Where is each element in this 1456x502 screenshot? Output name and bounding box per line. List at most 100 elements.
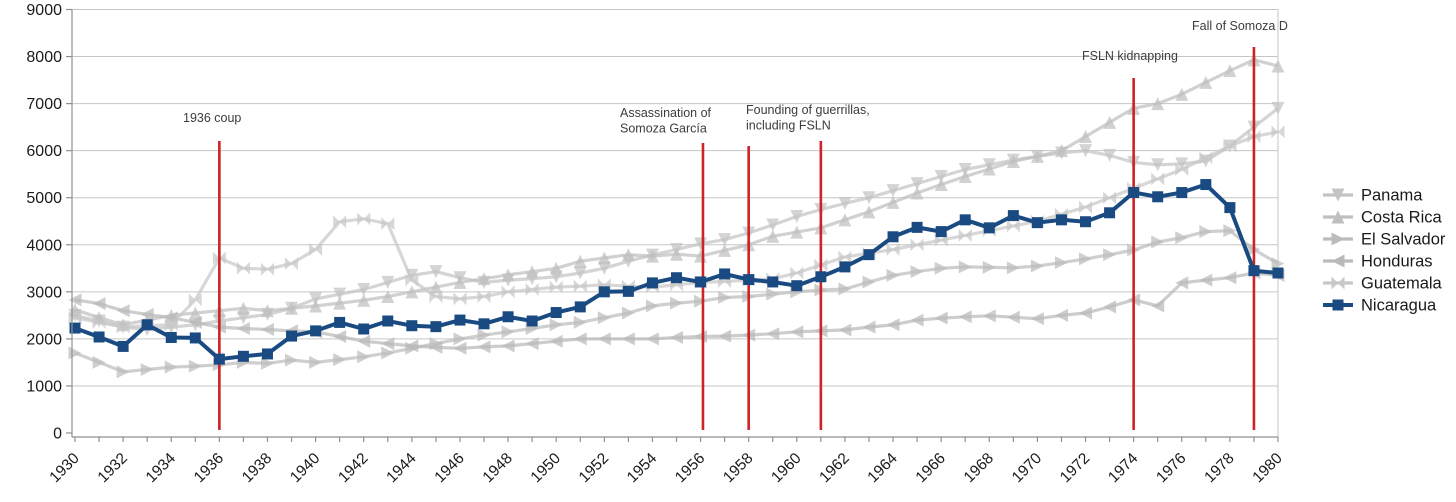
triangle-left-marker: [549, 334, 563, 348]
legend-item-costa-rica: Costa Rica: [1323, 209, 1443, 227]
square-marker: [1128, 187, 1140, 199]
triangle-down-marker: [934, 170, 948, 184]
x-axis-tick-label: 1946: [431, 450, 467, 486]
triangle-right-marker: [116, 365, 130, 379]
triangle-left-marker: [429, 340, 443, 354]
square-marker: [695, 276, 707, 288]
triangle-left-marker: [838, 323, 852, 337]
triangle-left-marker: [1103, 300, 1117, 314]
triangle-down-marker: [573, 266, 587, 280]
triangle-up-marker: [501, 268, 515, 282]
square-marker: [887, 231, 899, 243]
triangle-right-marker: [381, 346, 395, 360]
triangle-right-marker: [357, 350, 371, 364]
triangle-up-marker: [573, 254, 587, 268]
triangle-right-marker: [285, 353, 299, 367]
square-marker: [406, 320, 418, 332]
triangle-up-marker: [429, 280, 443, 294]
triangle-left-marker: [694, 330, 708, 344]
triangle-right-marker: [862, 275, 876, 289]
triangle-up-marker: [910, 186, 924, 200]
y-axis-tick-label: 4000: [26, 237, 62, 254]
bowtie-marker: [92, 315, 106, 329]
series-line-guatemala: [74, 130, 1279, 329]
triangle-down-marker: [1151, 158, 1165, 172]
triangle-left-marker: [477, 340, 491, 354]
x-axis-tick-label: 1958: [720, 450, 756, 486]
triangle-up-marker: [982, 162, 996, 176]
triangle-left-marker: [116, 304, 130, 318]
x-axis-tick-label: 1976: [1153, 450, 1189, 486]
triangle-up-marker: [766, 229, 780, 243]
bowtie-marker: [381, 217, 395, 231]
legend-label-nicaragua: Nicaragua: [1361, 297, 1437, 315]
triangle-up-marker: [645, 249, 659, 263]
triangle-right-marker: [1006, 261, 1020, 275]
y-axis-tick-label: 0: [53, 426, 62, 443]
x-axis-tick-label: 1966: [913, 450, 949, 486]
square-marker: [791, 280, 803, 292]
bowtie-marker: [1223, 139, 1237, 153]
triangle-right-marker: [1030, 259, 1044, 273]
triangle-left-marker: [92, 297, 106, 311]
bowtie-marker: [477, 290, 491, 304]
square-marker: [935, 226, 947, 238]
triangle-down-marker: [381, 275, 395, 289]
triangle-right-marker: [140, 362, 154, 376]
x-axis-tick-label: 1964: [864, 450, 901, 487]
y-axis-tick-label: 9000: [26, 2, 62, 19]
bowtie-marker: [116, 320, 130, 334]
y-axis-tick-label: 3000: [26, 284, 62, 301]
triangle-up-marker: [453, 275, 467, 289]
triangle-right-marker: [1199, 225, 1213, 239]
triangle-up-marker: [886, 195, 900, 209]
triangle-right-marker: [694, 294, 708, 308]
square-marker: [213, 353, 225, 365]
square-marker: [767, 276, 779, 288]
triangle-right-marker: [645, 299, 659, 313]
triangle-left-marker: [645, 332, 659, 346]
triangle-right-marker: [164, 360, 178, 374]
square-marker: [334, 316, 346, 328]
triangle-left-marker: [333, 330, 347, 344]
square-marker: [550, 307, 562, 319]
square-marker: [911, 221, 923, 233]
square-marker: [959, 214, 971, 226]
triangle-right-marker: [1151, 235, 1165, 249]
legend-label-panama: Panama: [1361, 187, 1423, 205]
legend-item-nicaragua: Nicaragua: [1323, 297, 1437, 315]
triangle-left-marker: [790, 325, 804, 339]
y-axis-tick-label: 8000: [26, 49, 62, 66]
triangle-down-marker: [838, 196, 852, 210]
x-axis-tick-label: 1938: [239, 450, 275, 486]
bowtie-marker: [790, 266, 804, 280]
x-axis-tick-label: 1960: [768, 450, 805, 487]
bowtie-marker: [1079, 200, 1093, 214]
triangle-left-marker: [188, 315, 202, 329]
square-marker: [815, 271, 827, 283]
triangle-down-marker: [309, 292, 323, 306]
triangle-up-marker: [838, 213, 852, 227]
square-marker: [863, 249, 875, 261]
triangle-left-marker: [886, 318, 900, 332]
bowtie-marker: [1331, 276, 1345, 290]
triangle-left-marker: [405, 339, 419, 353]
triangle-down-marker: [1079, 144, 1093, 158]
triangle-left-marker: [1079, 306, 1093, 320]
square-marker: [286, 330, 298, 342]
x-axis-tick-label: 1952: [576, 450, 612, 486]
triangle-up-marker: [381, 290, 395, 304]
triangle-right-marker: [910, 265, 924, 279]
triangle-up-marker: [597, 251, 611, 265]
triangle-right-marker: [718, 290, 732, 304]
triangle-right-marker: [1079, 252, 1093, 266]
annotation-label-founding-of-guerrillas: including FSLN: [746, 119, 831, 133]
square-marker: [1272, 267, 1284, 279]
square-marker: [983, 222, 995, 234]
triangle-up-marker: [477, 272, 491, 286]
x-axis-tick-label: 1944: [383, 450, 420, 487]
legend-item-honduras: Honduras: [1323, 253, 1433, 271]
triangle-up-marker: [260, 304, 274, 318]
annotation-label-fall-of-somoza: Fall of Somoza D: [1192, 19, 1288, 33]
triangle-right-marker: [934, 261, 948, 275]
